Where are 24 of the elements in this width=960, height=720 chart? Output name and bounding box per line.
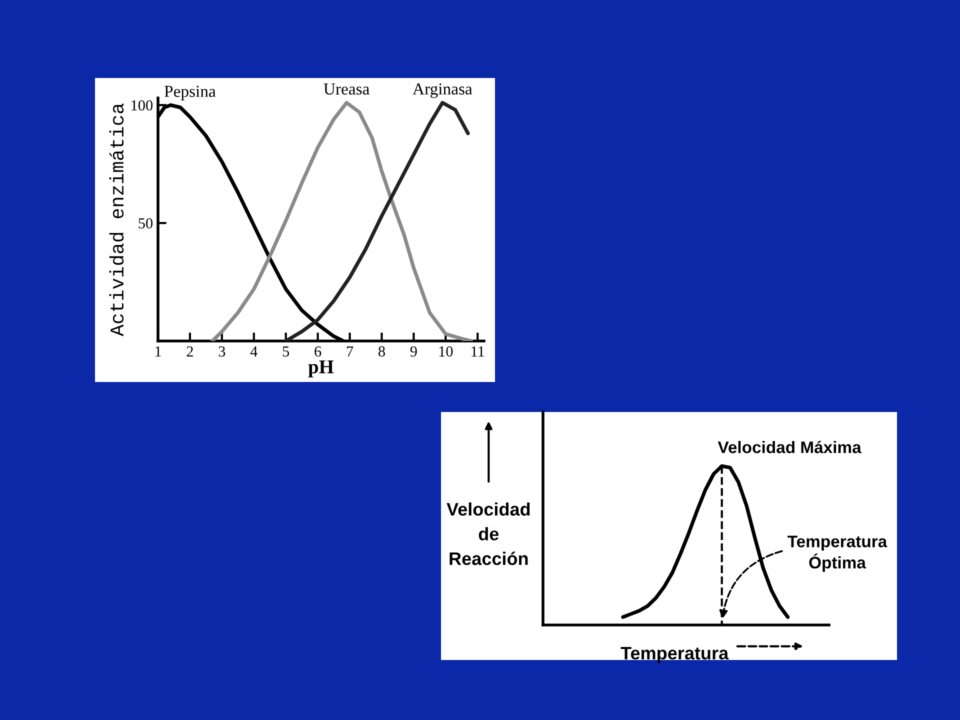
y-axis-title: Velocidad de Reacción — [446, 502, 530, 566]
x-tick-label: 2 — [186, 346, 193, 356]
text: Velocidad Máxima — [718, 440, 862, 454]
series-label: Arginasa — [412, 83, 472, 98]
line-series — [284, 100, 470, 341]
y-tick-label: 50 — [138, 218, 153, 228]
annotation: Temperatura Óptima — [788, 536, 888, 572]
x-tick-label: 7 — [346, 346, 354, 356]
x-tick-label: 1 — [156, 346, 161, 356]
series-label: Pepsina — [164, 86, 216, 100]
y-axis-title: Actividad enzimática — [109, 103, 124, 336]
x-axis-title: pH — [308, 360, 334, 378]
x-axis-title: Temperatura — [620, 646, 729, 664]
x-tick-label: 5 — [282, 346, 290, 357]
y-tick-label: 100 — [132, 100, 153, 111]
x-tick-label: 11 — [472, 346, 484, 356]
x-tick-label: 3 — [218, 346, 226, 357]
x-tick-label: 10 — [439, 346, 453, 357]
series-label: Ureasa — [324, 84, 370, 95]
x-tick-label: 6 — [314, 346, 322, 357]
line-series — [210, 100, 474, 341]
x-tick-label: 9 — [410, 346, 417, 357]
x-tick-label: 4 — [250, 346, 258, 356]
x-tick-label: 8 — [378, 346, 385, 357]
